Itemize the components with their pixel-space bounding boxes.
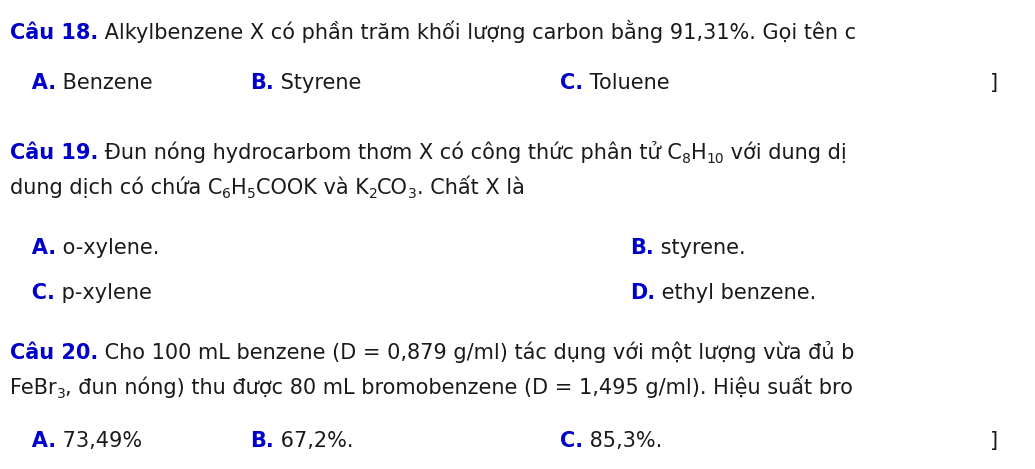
Text: p-xylene: p-xylene	[55, 283, 152, 303]
Text: 6: 6	[223, 187, 231, 201]
Text: 73,49%: 73,49%	[56, 431, 142, 451]
Text: 3: 3	[57, 387, 65, 401]
Text: B.: B.	[250, 73, 273, 93]
Text: với dung dị: với dung dị	[724, 142, 847, 163]
Text: A.: A.	[10, 73, 56, 93]
Text: COOK và K: COOK và K	[256, 178, 368, 198]
Text: Đun nóng hydrocarbom thơm X có công thức phân tử C: Đun nóng hydrocarbom thơm X có công thức…	[98, 141, 682, 163]
Text: Styrene: Styrene	[273, 73, 361, 93]
Text: o-xylene.: o-xylene.	[56, 238, 159, 258]
Text: 3: 3	[408, 187, 417, 201]
Text: Câu 19.: Câu 19.	[10, 143, 98, 163]
Text: FeBr: FeBr	[10, 378, 57, 398]
Text: 67,2%.: 67,2%.	[273, 431, 353, 451]
Text: CO: CO	[377, 178, 408, 198]
Text: 5: 5	[247, 187, 256, 201]
Text: 8: 8	[682, 152, 691, 166]
Text: Câu 18.: Câu 18.	[10, 23, 98, 43]
Text: . Chất X là: . Chất X là	[417, 178, 525, 198]
Text: Cho 100 mL benzene (D = 0,879 g/ml) tác dụng với một lượng vừa đủ b: Cho 100 mL benzene (D = 0,879 g/ml) tác …	[98, 341, 855, 363]
Text: C.: C.	[560, 73, 583, 93]
Text: A.: A.	[10, 238, 56, 258]
Text: Benzene: Benzene	[56, 73, 153, 93]
Text: B.: B.	[630, 238, 654, 258]
Text: H: H	[691, 143, 707, 163]
Text: D.: D.	[630, 283, 655, 303]
Text: H: H	[231, 178, 247, 198]
Text: , đun nóng) thu được 80 mL bromobenzene (D = 1,495 g/ml). Hiệu suất bro: , đun nóng) thu được 80 mL bromobenzene …	[65, 376, 853, 398]
Text: ]: ]	[990, 73, 998, 93]
Text: Câu 20.: Câu 20.	[10, 343, 98, 363]
Text: ethyl benzene.: ethyl benzene.	[655, 283, 817, 303]
Text: C.: C.	[10, 283, 55, 303]
Text: Alkylbenzene X có phần trăm khối lượng carbon bằng 91,31%. Gọi tên c: Alkylbenzene X có phần trăm khối lượng c…	[98, 20, 856, 43]
Text: 10: 10	[707, 152, 724, 166]
Text: styrene.: styrene.	[654, 238, 745, 258]
Text: A.: A.	[10, 431, 56, 451]
Text: Toluene: Toluene	[583, 73, 670, 93]
Text: C.: C.	[560, 431, 583, 451]
Text: ]: ]	[990, 431, 998, 451]
Text: B.: B.	[250, 431, 273, 451]
Text: dung dịch có chứa C: dung dịch có chứa C	[10, 176, 223, 198]
Text: 2: 2	[368, 187, 377, 201]
Text: 85,3%.: 85,3%.	[583, 431, 662, 451]
